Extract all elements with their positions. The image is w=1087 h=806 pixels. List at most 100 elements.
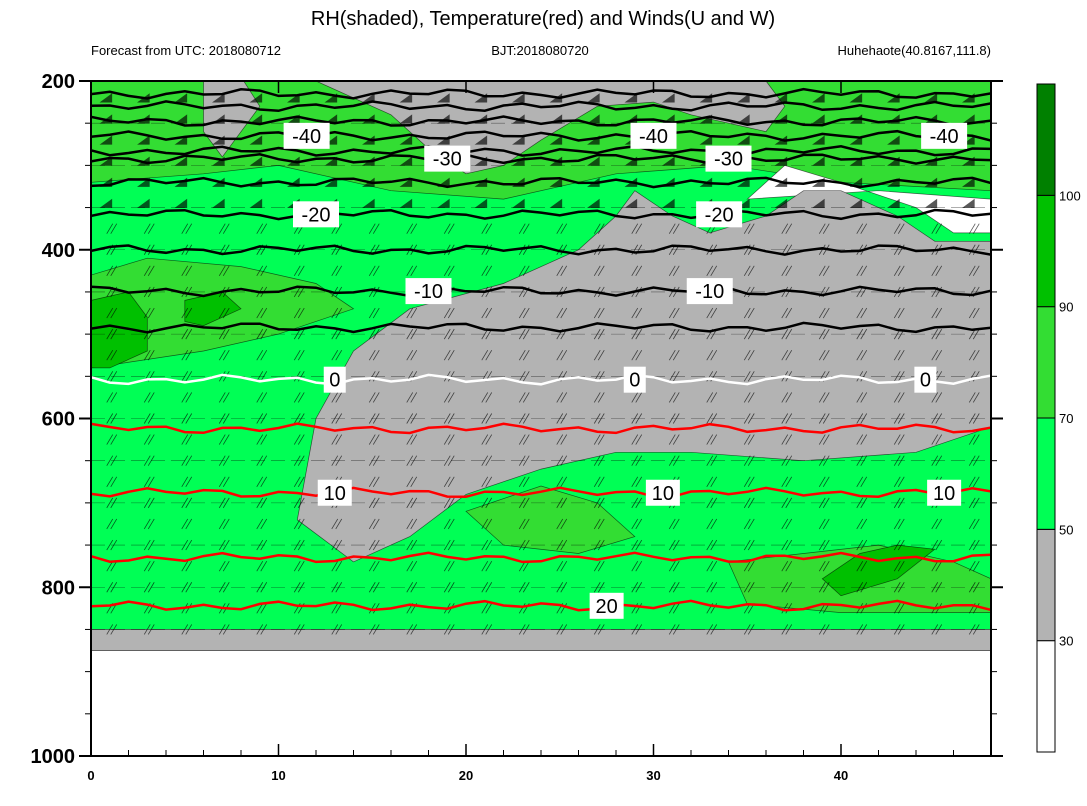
wind-barb bbox=[662, 198, 675, 208]
wind-barb bbox=[481, 560, 493, 572]
wind-barb bbox=[249, 93, 263, 103]
wind-barb bbox=[781, 455, 793, 466]
wind-barb bbox=[812, 93, 825, 103]
colorbar-swatch bbox=[1036, 417, 1056, 530]
wind-barb bbox=[256, 582, 268, 593]
wind-barb bbox=[856, 307, 868, 319]
contour-label: -10 bbox=[414, 281, 443, 303]
wind-barb bbox=[706, 497, 718, 509]
wind-barb bbox=[706, 539, 718, 551]
colorbar-label: 90 bbox=[1059, 300, 1073, 315]
wind-barb bbox=[781, 624, 793, 635]
wind-barb bbox=[249, 198, 263, 208]
wind-barb bbox=[849, 135, 863, 145]
wind-barb bbox=[706, 455, 718, 466]
wind-barb bbox=[818, 434, 830, 445]
wind-barb bbox=[893, 539, 905, 551]
contour-label-box bbox=[589, 592, 624, 619]
wind-barb bbox=[587, 198, 600, 208]
wind-barb bbox=[706, 518, 718, 530]
wind-barb bbox=[931, 455, 943, 466]
wind-barb bbox=[399, 93, 413, 103]
contour-label: 0 bbox=[920, 370, 931, 392]
temperature-contour-10 bbox=[91, 486, 991, 499]
wind-barb bbox=[662, 93, 675, 103]
contour-label-box bbox=[630, 122, 677, 149]
wind-barb bbox=[743, 624, 755, 635]
wind-barb bbox=[181, 518, 193, 530]
wind-barb bbox=[106, 497, 118, 509]
contour-label-box bbox=[283, 122, 330, 149]
wind-barb bbox=[818, 328, 830, 340]
wind-barb bbox=[331, 265, 343, 277]
wind-barb bbox=[781, 434, 793, 445]
wind-barb bbox=[893, 392, 905, 403]
wind-barb bbox=[743, 328, 755, 340]
wind-barb bbox=[774, 198, 788, 208]
wind-barb bbox=[106, 307, 118, 319]
x-tick-label: 40 bbox=[834, 768, 848, 783]
wind-barb bbox=[406, 497, 418, 509]
wind-barb bbox=[781, 497, 793, 509]
wind-barb bbox=[856, 328, 868, 340]
wind-barb bbox=[893, 371, 905, 382]
wind-barb bbox=[743, 518, 755, 530]
wind-barb bbox=[256, 624, 268, 635]
wind-barb bbox=[818, 582, 830, 593]
wind-barb bbox=[556, 413, 568, 424]
wind-barb bbox=[818, 307, 830, 319]
wind-barb bbox=[368, 328, 380, 340]
wind-barb bbox=[293, 328, 305, 340]
wind-barb bbox=[781, 476, 793, 487]
contour-label-box bbox=[927, 479, 962, 506]
wind-barb bbox=[106, 518, 118, 530]
wind-barb bbox=[218, 413, 230, 424]
wind-barb bbox=[931, 223, 943, 234]
wind-barb bbox=[256, 518, 268, 530]
wind-barb bbox=[781, 560, 793, 572]
wind-barb bbox=[968, 392, 980, 403]
contour-label-box bbox=[914, 366, 937, 393]
wind-barb bbox=[181, 328, 193, 340]
wind-barb bbox=[443, 265, 455, 277]
wind-barb bbox=[106, 539, 118, 551]
wind-barb bbox=[631, 413, 643, 424]
wind-barb bbox=[481, 413, 493, 424]
wind-barb bbox=[406, 392, 418, 403]
wind-barb bbox=[143, 223, 155, 234]
wind-barb bbox=[556, 455, 568, 466]
wind-barb bbox=[143, 392, 155, 403]
wind-barb bbox=[668, 328, 680, 340]
wind-barb bbox=[668, 265, 680, 277]
wind-barb bbox=[962, 135, 975, 145]
wind-barb bbox=[781, 582, 793, 593]
wind-barb bbox=[812, 156, 825, 166]
wind-barb bbox=[174, 135, 188, 145]
wind-barb bbox=[856, 455, 868, 466]
wind-barb bbox=[474, 198, 488, 208]
wind-barb bbox=[218, 434, 230, 445]
wind-barb bbox=[481, 624, 493, 635]
wind-barb bbox=[818, 497, 830, 509]
wind-barb bbox=[812, 114, 825, 124]
wind-barb bbox=[706, 560, 718, 572]
wind-barb bbox=[368, 434, 380, 445]
wind-barb bbox=[931, 539, 943, 551]
wind-barb bbox=[593, 476, 605, 487]
wind-barb bbox=[518, 624, 530, 635]
wind-barb bbox=[218, 307, 230, 319]
temperature-contour bbox=[91, 144, 991, 157]
wind-barb bbox=[743, 455, 755, 466]
wind-barb bbox=[518, 371, 530, 382]
wind-barb bbox=[399, 114, 413, 124]
wind-barb bbox=[443, 328, 455, 340]
temperature-contour-20 bbox=[91, 599, 991, 612]
wind-barb bbox=[781, 603, 793, 614]
wind-barb bbox=[256, 265, 268, 277]
contour-labels: -40 -40 -40 -30 -30 -20 -20 -10 -10 0 0 0 10 10 10 20 bbox=[283, 122, 968, 619]
wind-barb bbox=[556, 582, 568, 593]
temperature-contour bbox=[91, 115, 991, 127]
wind-barb bbox=[406, 560, 418, 572]
colorbar: 30 50 70 90 100 bbox=[1036, 83, 1081, 753]
colorbar-swatch bbox=[1036, 528, 1056, 642]
